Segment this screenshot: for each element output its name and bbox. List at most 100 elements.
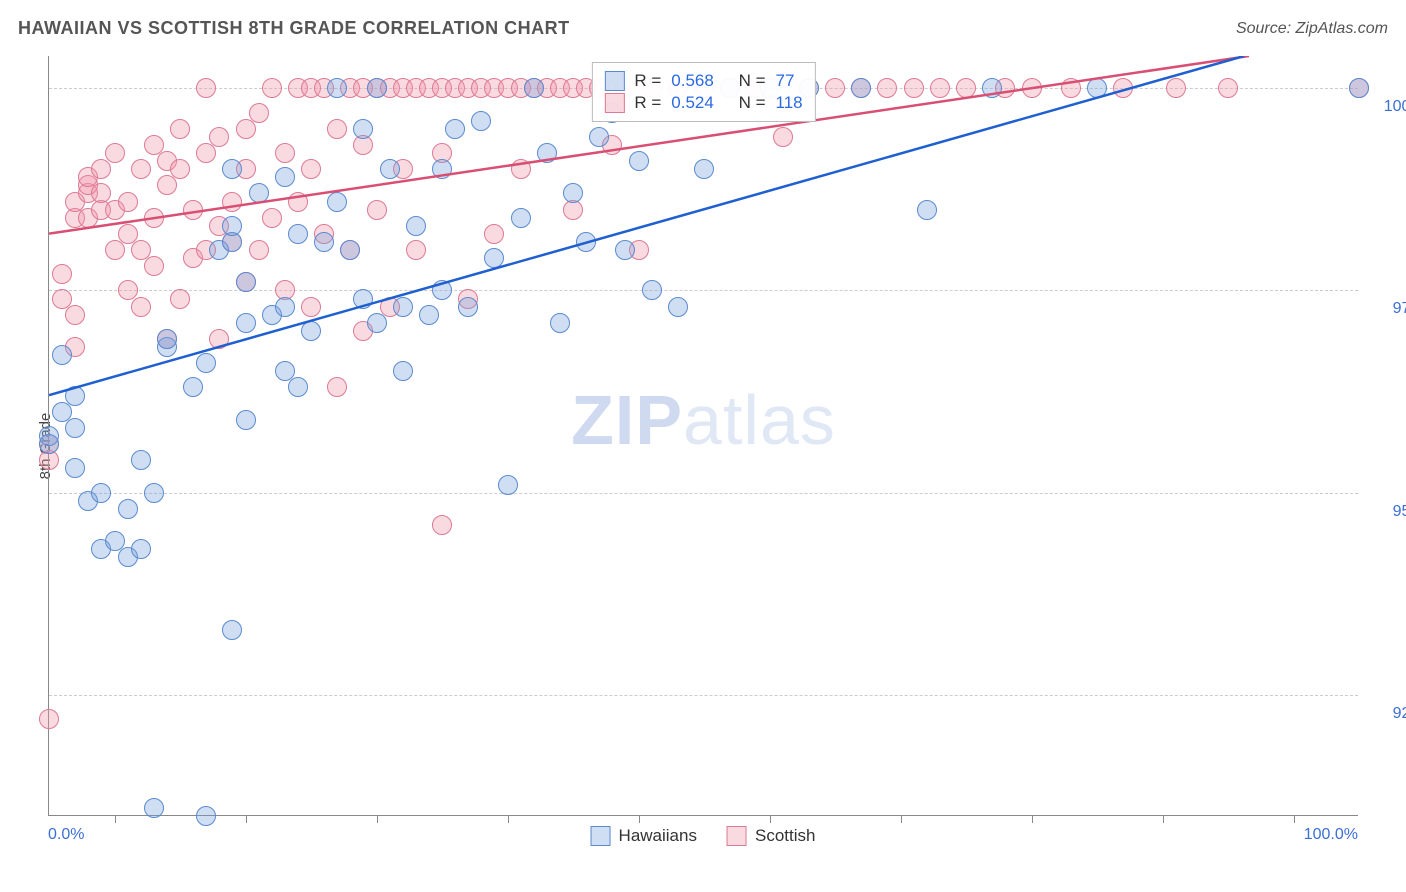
- x-min-label: 0.0%: [48, 826, 84, 844]
- bottom-legend: Hawaiians Scottish: [591, 826, 816, 846]
- scatter-point: [432, 280, 452, 300]
- scatter-point: [222, 159, 242, 179]
- scatter-point: [877, 78, 897, 98]
- x-tick: [770, 815, 771, 823]
- scatter-point: [537, 143, 557, 163]
- scatter-point: [236, 119, 256, 139]
- scatter-point: [1061, 78, 1081, 98]
- scatter-point: [524, 78, 544, 98]
- scatter-point: [222, 192, 242, 212]
- x-max-label: 100.0%: [1304, 826, 1358, 844]
- scatter-point: [196, 353, 216, 373]
- scatter-point: [52, 264, 72, 284]
- scatter-point: [170, 159, 190, 179]
- legend-item-scottish: Scottish: [727, 826, 815, 846]
- scatter-point: [301, 159, 321, 179]
- scatter-point: [629, 151, 649, 171]
- scatter-point: [904, 78, 924, 98]
- scatter-point: [144, 798, 164, 818]
- scatter-point: [105, 143, 125, 163]
- scatter-plot-area: ZIPatlas R = 0.568 N = 77 R = 0.524 N = …: [48, 56, 1358, 816]
- scatter-point: [380, 159, 400, 179]
- x-tick: [1032, 815, 1033, 823]
- scatter-point: [275, 297, 295, 317]
- scatter-point: [301, 297, 321, 317]
- scatter-point: [196, 806, 216, 826]
- scatter-point: [222, 620, 242, 640]
- y-tick-label: 95.0%: [1368, 503, 1406, 521]
- y-tick-label: 100.0%: [1368, 98, 1406, 116]
- x-tick: [1294, 815, 1295, 823]
- scatter-point: [576, 232, 596, 252]
- scatter-point: [432, 515, 452, 535]
- scatter-point: [236, 313, 256, 333]
- scatter-point: [471, 111, 491, 131]
- scatter-point: [1166, 78, 1186, 98]
- scatter-point: [249, 103, 269, 123]
- scatter-point: [65, 458, 85, 478]
- scatter-point: [301, 321, 321, 341]
- scatter-point: [144, 483, 164, 503]
- scatter-point: [1349, 78, 1369, 98]
- gridline: [49, 493, 1358, 494]
- scatter-point: [39, 709, 59, 729]
- x-tick: [377, 815, 378, 823]
- x-tick: [1163, 815, 1164, 823]
- scatter-point: [458, 297, 478, 317]
- scatter-point: [314, 232, 334, 252]
- scatter-point: [445, 119, 465, 139]
- scatter-point: [982, 78, 1002, 98]
- scatter-point: [236, 272, 256, 292]
- scatter-point: [327, 119, 347, 139]
- x-tick: [246, 815, 247, 823]
- x-tick: [901, 815, 902, 823]
- swatch-hawaiians: [604, 71, 624, 91]
- scatter-point: [131, 450, 151, 470]
- watermark: ZIPatlas: [571, 380, 836, 460]
- scatter-point: [956, 78, 976, 98]
- scatter-point: [327, 377, 347, 397]
- scatter-point: [327, 78, 347, 98]
- scatter-point: [1218, 78, 1238, 98]
- scatter-point: [131, 159, 151, 179]
- scatter-point: [222, 216, 242, 236]
- scatter-point: [642, 280, 662, 300]
- scatter-point: [340, 240, 360, 260]
- scatter-point: [236, 410, 256, 430]
- scatter-point: [668, 297, 688, 317]
- scatter-point: [511, 208, 531, 228]
- scatter-point: [694, 159, 714, 179]
- scatter-point: [353, 289, 373, 309]
- scatter-point: [275, 143, 295, 163]
- scatter-point: [131, 297, 151, 317]
- scatter-point: [52, 345, 72, 365]
- scatter-point: [65, 418, 85, 438]
- scatter-point: [249, 240, 269, 260]
- scatter-point: [589, 127, 609, 147]
- swatch-scottish: [604, 93, 624, 113]
- y-tick-label: 97.5%: [1368, 300, 1406, 318]
- scatter-point: [262, 78, 282, 98]
- scatter-point: [930, 78, 950, 98]
- scatter-point: [288, 192, 308, 212]
- scatter-point: [484, 224, 504, 244]
- legend-item-hawaiians: Hawaiians: [591, 826, 697, 846]
- scatter-point: [183, 377, 203, 397]
- scatter-point: [367, 78, 387, 98]
- scatter-point: [118, 192, 138, 212]
- scatter-point: [209, 127, 229, 147]
- legend-swatch-hawaiians: [591, 826, 611, 846]
- scatter-point: [288, 377, 308, 397]
- scatter-point: [406, 216, 426, 236]
- scatter-point: [131, 539, 151, 559]
- correlation-stats-box: R = 0.568 N = 77 R = 0.524 N = 118: [591, 62, 815, 122]
- scatter-point: [773, 127, 793, 147]
- scatter-point: [288, 224, 308, 244]
- scatter-point: [353, 119, 373, 139]
- scatter-point: [484, 248, 504, 268]
- chart-title: HAWAIIAN VS SCOTTISH 8TH GRADE CORRELATI…: [18, 18, 570, 38]
- scatter-point: [91, 159, 111, 179]
- scatter-point: [91, 483, 111, 503]
- scatter-point: [367, 200, 387, 220]
- scatter-point: [563, 183, 583, 203]
